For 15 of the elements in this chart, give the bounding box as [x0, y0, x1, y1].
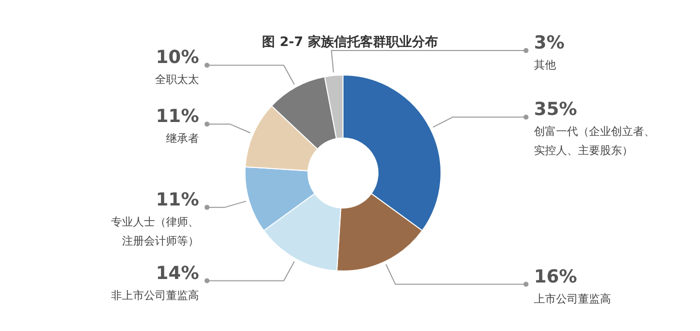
slice-label: 创富一代（企业创立者、实控人、主要股东）	[534, 125, 655, 158]
data-label: 11%	[156, 189, 199, 210]
slice-label: 全职太太	[155, 73, 199, 86]
slice-label: 继承者	[166, 132, 199, 146]
slice-label: 非上市公司董监高	[111, 288, 199, 302]
data-label: 11%	[156, 106, 199, 128]
slice-label: 其他	[534, 58, 556, 72]
chart-title: 图 2-7 家族信托客群职业分布	[262, 35, 438, 50]
data-label: 16%	[534, 266, 578, 288]
slice-label: 专业人士（律师、注册会计师等）	[111, 215, 199, 248]
slice-label: 上市公司董监高	[534, 292, 611, 306]
data-label: 14%	[156, 262, 199, 284]
data-label: 3%	[534, 32, 565, 54]
data-label: 35%	[534, 99, 578, 120]
data-label: 10%	[156, 47, 199, 68]
